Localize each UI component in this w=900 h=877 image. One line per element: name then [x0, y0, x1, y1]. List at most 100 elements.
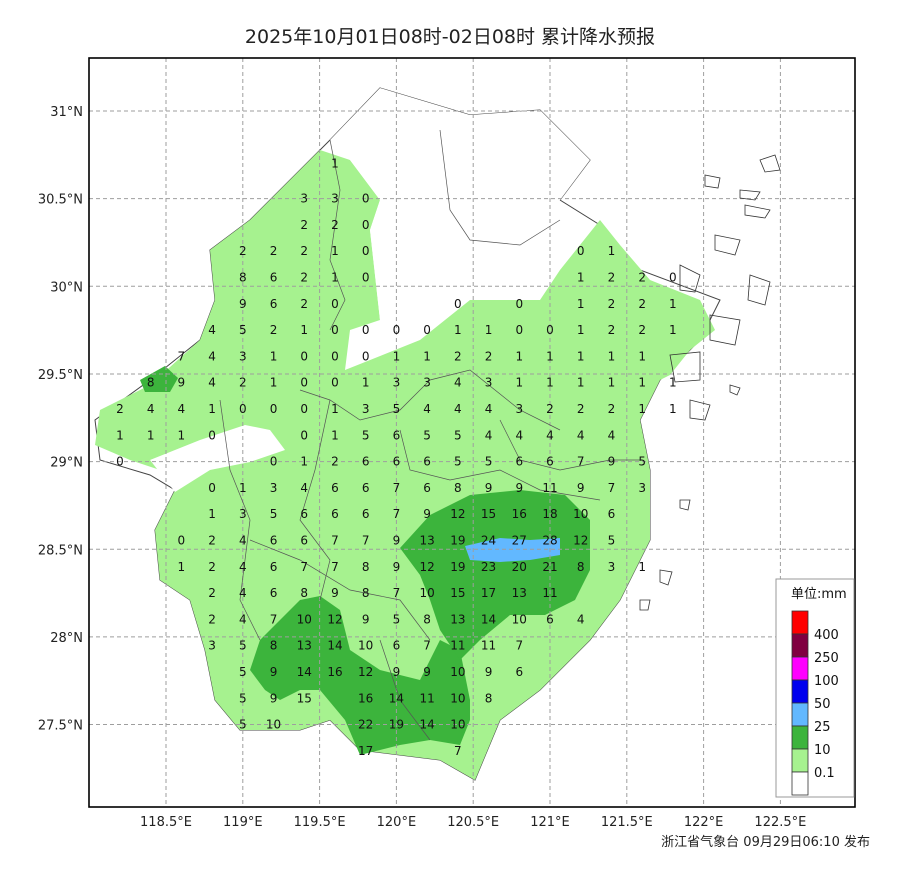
precipitation-value: 1: [208, 402, 216, 416]
precipitation-value: 0: [393, 323, 401, 337]
precipitation-value: 12: [358, 665, 373, 679]
precipitation-value: 8: [270, 639, 278, 653]
precipitation-value: 11: [481, 639, 496, 653]
precipitation-value: 1: [300, 323, 308, 337]
precipitation-value: 2: [638, 271, 646, 285]
precipitation-value: 1: [331, 271, 339, 285]
precipitation-value: 4: [178, 402, 186, 416]
precipitation-value: 4: [300, 481, 308, 495]
precipitation-value: 16: [358, 691, 373, 705]
precipitation-value: 2: [300, 218, 308, 232]
precipitation-value: 5: [239, 639, 247, 653]
precipitation-value: 5: [638, 455, 646, 469]
longitude-tick-label: 121°E: [530, 815, 570, 830]
map-frame: [88, 57, 856, 808]
islands: [639, 154, 781, 611]
legend-swatch: [791, 679, 809, 704]
precipitation-value: 3: [485, 376, 493, 390]
precipitation-value: 8: [454, 481, 462, 495]
legend-label: 0.1: [814, 766, 835, 781]
precipitation-value: 1: [300, 455, 308, 469]
legend-label: 10: [814, 743, 831, 758]
precipitation-value: 17: [358, 744, 373, 758]
precipitation-value: 10: [512, 612, 527, 626]
precipitation-value: 9: [393, 533, 401, 547]
precipitation-value: 7: [300, 560, 308, 574]
precipitation-value: 4: [239, 612, 247, 626]
precipitation-value: 4: [546, 428, 554, 442]
rain-area-10-east: [400, 490, 590, 660]
precipitation-value: 3: [362, 402, 370, 416]
precipitation-value: 3: [423, 376, 431, 390]
legend-swatch: [791, 702, 809, 727]
precipitation-value: 1: [147, 428, 155, 442]
precipitation-value: 3: [331, 192, 339, 206]
precipitation-value: 0: [362, 323, 370, 337]
precipitation-value: 4: [454, 376, 462, 390]
precipitation-value: 6: [270, 297, 278, 311]
precipitation-value: 9: [423, 665, 431, 679]
precipitation-value: 6: [608, 507, 616, 521]
longitude-tick-label: 120.5°E: [447, 815, 499, 830]
precipitation-value: 0: [362, 349, 370, 363]
precipitation-value: 6: [270, 560, 278, 574]
precipitation-value: 13: [512, 586, 527, 600]
precipitation-value: 2: [116, 402, 124, 416]
map-title: 2025年10月01日08时-02日08时 累计降水预报: [244, 26, 656, 48]
precipitation-value: 0: [423, 323, 431, 337]
precipitation-value: 5: [393, 612, 401, 626]
precipitation-value: 17: [481, 586, 496, 600]
precipitation-value: 4: [485, 402, 493, 416]
precipitation-value: 9: [178, 376, 186, 390]
precipitation-value: 5: [362, 428, 370, 442]
precipitation-value: 1: [546, 376, 554, 390]
precipitation-value: 3: [239, 349, 247, 363]
precipitation-value: 2: [546, 402, 554, 416]
precipitation-value: 1: [608, 244, 616, 258]
precipitation-value: 15: [297, 691, 312, 705]
legend-label: 100: [814, 674, 839, 689]
precipitation-value: 3: [239, 507, 247, 521]
precipitation-value: 5: [608, 533, 616, 547]
precipitation-value: 5: [454, 428, 462, 442]
rain-area-25: [465, 538, 560, 562]
precipitation-value: 6: [393, 428, 401, 442]
legend-swatch: [791, 656, 809, 681]
latitude-tick-label: 29°N: [50, 456, 83, 471]
precipitation-value: 2: [638, 297, 646, 311]
precipitation-value: 0: [270, 402, 278, 416]
precipitation-value: 0: [178, 533, 186, 547]
legend-label: 250: [814, 651, 839, 666]
precipitation-value: 0: [116, 455, 124, 469]
precipitation-value: 4: [423, 402, 431, 416]
precipitation-value: 7: [331, 560, 339, 574]
precipitation-value: 19: [450, 560, 465, 574]
precipitation-value: 12: [450, 507, 465, 521]
precipitation-value: 1: [546, 349, 554, 363]
precipitation-value: 14: [389, 691, 404, 705]
precipitation-value: 0: [515, 297, 523, 311]
legend-box: [775, 578, 855, 798]
precipitation-value: 28: [542, 533, 557, 547]
precipitation-value: 1: [116, 428, 124, 442]
latitude-tick-label: 30.5°N: [38, 193, 83, 208]
precipitation-value: 1: [239, 481, 247, 495]
precipitation-value: 11: [450, 639, 465, 653]
precipitation-value: 0: [208, 428, 216, 442]
precipitation-value: 2: [331, 455, 339, 469]
precipitation-value: 1: [577, 349, 585, 363]
precipitation-value: 8: [147, 376, 155, 390]
precipitation-value: 14: [419, 718, 434, 732]
precipitation-value: 1: [331, 157, 339, 171]
precipitation-value: 4: [239, 586, 247, 600]
precipitation-value: 1: [608, 349, 616, 363]
latitude-tick-label: 31°N: [50, 105, 83, 120]
precipitation-value: 7: [423, 639, 431, 653]
precipitation-value: 5: [239, 665, 247, 679]
precipitation-value: 1: [638, 376, 646, 390]
precipitation-value: 22: [358, 718, 373, 732]
precipitation-value: 1: [638, 560, 646, 574]
precipitation-value: 2: [331, 218, 339, 232]
precipitation-value: 0: [239, 402, 247, 416]
